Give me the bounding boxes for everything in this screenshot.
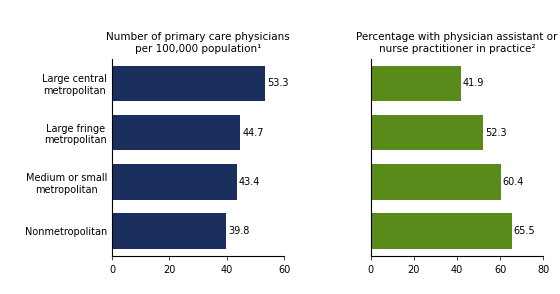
Bar xyxy=(371,66,461,101)
Text: 43.4: 43.4 xyxy=(239,177,260,187)
Title: Number of primary care physicians
per 100,000 population¹: Number of primary care physicians per 10… xyxy=(106,32,290,54)
Bar xyxy=(371,164,501,200)
Bar xyxy=(112,115,240,151)
Text: 39.8: 39.8 xyxy=(228,226,250,236)
Bar xyxy=(112,164,237,200)
Text: 60.4: 60.4 xyxy=(503,177,524,187)
Bar xyxy=(371,213,512,249)
Bar xyxy=(112,213,226,249)
Bar xyxy=(371,115,483,151)
Text: 41.9: 41.9 xyxy=(463,78,484,88)
Text: 65.5: 65.5 xyxy=(514,226,535,236)
Text: 53.3: 53.3 xyxy=(268,78,289,88)
Title: Percentage with physician assistant or
nurse practitioner in practice²: Percentage with physician assistant or n… xyxy=(356,32,558,54)
Text: 52.3: 52.3 xyxy=(485,128,507,138)
Text: 44.7: 44.7 xyxy=(243,128,264,138)
Bar xyxy=(112,66,265,101)
